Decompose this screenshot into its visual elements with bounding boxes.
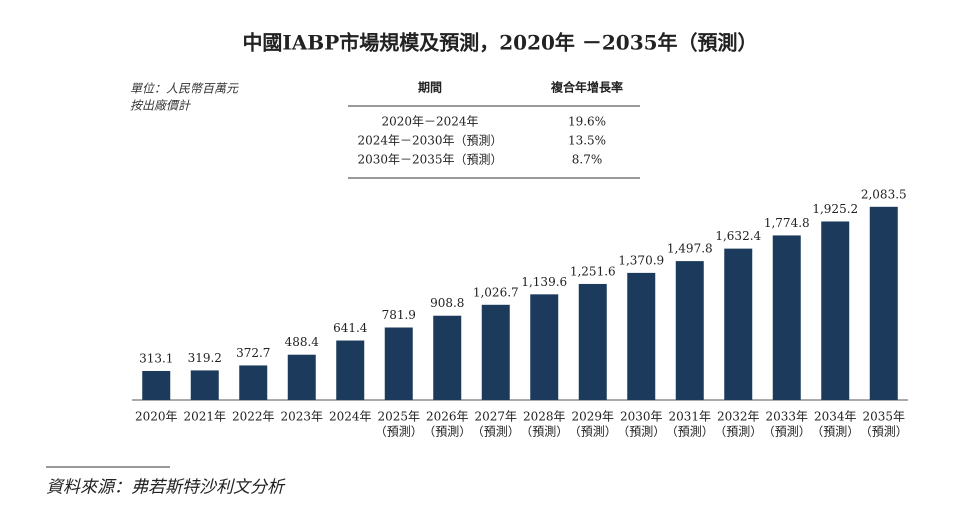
x-tick-label: （預測） xyxy=(666,425,714,439)
bar xyxy=(142,370,171,400)
table-cell: 2024年－2030年（預測） xyxy=(357,134,502,148)
value-label: 781.9 xyxy=(382,308,416,322)
bar xyxy=(287,354,316,400)
value-label: 1,925.2 xyxy=(812,202,858,216)
bar xyxy=(724,248,753,400)
x-tick-label: 2026年 xyxy=(426,410,469,424)
value-label: 372.7 xyxy=(236,346,270,360)
x-tick-label: （預測） xyxy=(472,425,520,439)
bar xyxy=(433,315,462,400)
x-tick-label: 2025年 xyxy=(377,410,420,424)
value-label: 1,497.8 xyxy=(667,242,713,256)
x-tick-label: （預測） xyxy=(617,425,665,439)
unit-note: 單位：人民幣百萬元 xyxy=(130,82,239,96)
value-label: 1,370.9 xyxy=(618,253,664,267)
value-label: 313.1 xyxy=(139,351,173,365)
bar xyxy=(578,283,607,400)
bar xyxy=(869,206,898,400)
value-label: 1,139.6 xyxy=(521,275,567,289)
x-tick-label: （預測） xyxy=(423,425,471,439)
value-label: 641.4 xyxy=(333,321,368,335)
bar xyxy=(627,272,656,400)
x-tick-label: 2032年 xyxy=(717,410,760,424)
x-tick-label: 2024年 xyxy=(329,410,372,424)
table-cell: 2030年－2035年（預測） xyxy=(357,153,502,167)
table-cell: 2020年－2024年 xyxy=(381,115,478,129)
x-tick-label: 2034年 xyxy=(814,410,857,424)
x-tick-label: 2033年 xyxy=(765,410,808,424)
table-cell: 8.7% xyxy=(572,153,603,167)
bar xyxy=(336,340,365,400)
table-cell: 13.5% xyxy=(568,134,606,148)
x-tick-label: 2030年 xyxy=(620,410,663,424)
unit-note: 按出廠價計 xyxy=(130,99,191,113)
x-tick-label: 2020年 xyxy=(135,410,178,424)
chart-title: 中國IABP市場規模及預測，2020年 －2035年（預測） xyxy=(242,31,757,55)
value-label: 1,774.8 xyxy=(764,216,810,230)
bar xyxy=(481,304,510,400)
value-label: 1,026.7 xyxy=(473,285,519,299)
table-header: 期間 xyxy=(418,80,442,95)
value-label: 908.8 xyxy=(430,296,464,310)
table-cell: 19.6% xyxy=(568,115,606,129)
value-label: 488.4 xyxy=(285,335,320,349)
bar xyxy=(675,261,704,400)
x-tick-label: 2029年 xyxy=(571,410,614,424)
value-label: 1,632.4 xyxy=(715,229,761,243)
x-tick-label: （預測） xyxy=(811,425,859,439)
x-tick-label: 2021年 xyxy=(183,410,226,424)
x-tick-label: 2028年 xyxy=(523,410,566,424)
x-tick-label: 2023年 xyxy=(280,410,323,424)
x-tick-label: （預測） xyxy=(520,425,568,439)
bar xyxy=(190,370,219,400)
bar xyxy=(530,294,559,400)
x-tick-label: （預測） xyxy=(763,425,811,439)
x-tick-label: （預測） xyxy=(860,425,908,439)
value-label: 319.2 xyxy=(188,351,222,365)
x-tick-label: （預測） xyxy=(375,425,423,439)
x-tick-label: （預測） xyxy=(569,425,617,439)
x-tick-label: 2022年 xyxy=(232,410,275,424)
bar xyxy=(772,235,801,400)
x-tick-label: 2035年 xyxy=(862,410,905,424)
bar xyxy=(821,221,850,400)
x-tick-label: （預測） xyxy=(714,425,762,439)
table-header: 複合年增長率 xyxy=(550,80,623,95)
value-label: 2,083.5 xyxy=(861,187,907,201)
source: 資料來源：弗若斯特沙利文分析 xyxy=(46,478,286,498)
x-tick-label: 2031年 xyxy=(668,410,711,424)
bar xyxy=(384,327,413,400)
x-tick-label: 2027年 xyxy=(474,410,517,424)
bar xyxy=(239,365,268,400)
value-label: 1,251.6 xyxy=(570,264,616,278)
